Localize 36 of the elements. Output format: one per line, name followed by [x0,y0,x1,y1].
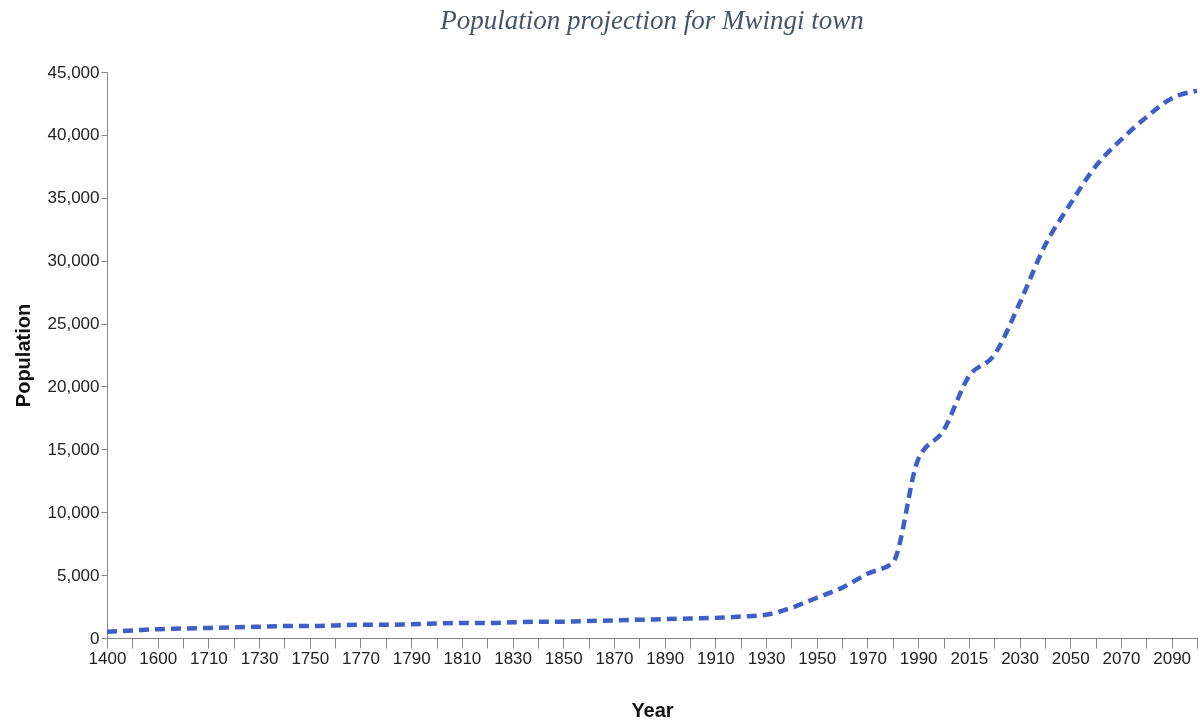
y-tick-label: 25,000 [47,314,100,334]
x-tick-label: 1790 [392,648,431,668]
y-tick-label: 10,000 [47,502,100,522]
x-tick-label: 1850 [544,648,583,668]
x-tick-label: 1970 [849,648,887,668]
chart-title: Population projection for Mwingi town [439,5,864,35]
x-tick-label: 2090 [1153,648,1192,668]
x-tick-label: 1870 [595,648,634,668]
y-tick-label: 30,000 [47,251,100,271]
y-tick-label: 35,000 [47,188,100,208]
x-tick-label: 2070 [1102,648,1141,668]
x-tick-label: 1910 [696,648,735,668]
x-tick-label: 2015 [950,648,989,668]
x-tick-label: 1730 [240,648,279,668]
y-tick-label: 15,000 [47,439,100,459]
x-tick-label: 1950 [798,648,837,668]
x-tick-label: 1990 [899,648,938,668]
y-tick-label: 45,000 [47,62,100,82]
y-tick-label: 40,000 [47,125,100,145]
y-tick-label: 0 [90,628,100,648]
y-tick-label: 20,000 [47,376,100,396]
x-tick-label: 1750 [291,648,330,668]
x-tick-label: 1710 [189,648,228,668]
x-tick-label: 1830 [494,648,532,668]
x-tick-label: 1400 [88,648,127,668]
x-tick-label: 2030 [1001,648,1039,668]
x-tick-label: 1930 [747,648,786,668]
x-tick-label: 1810 [443,648,482,668]
x-tick-label: 1890 [646,648,685,668]
x-axis-title: Year [631,698,674,721]
line-series [104,88,1200,634]
x-tick-label: 1770 [342,648,380,668]
y-tick-label: 5,000 [56,565,100,585]
x-tick-label: 1600 [139,648,178,668]
x-tick-label: 2050 [1051,648,1090,668]
y-axis-title: Population [11,303,34,408]
